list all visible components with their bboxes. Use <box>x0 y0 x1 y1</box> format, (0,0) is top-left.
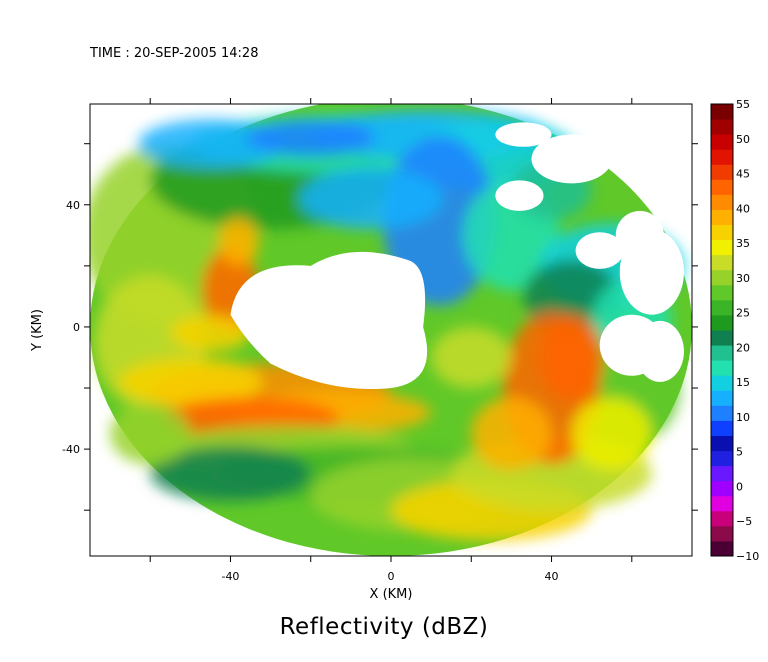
colorbar-label: 40 <box>736 202 750 215</box>
colorbar-swatch <box>711 390 733 406</box>
colorbar-swatch <box>711 269 733 286</box>
colorbar-swatch <box>711 375 733 391</box>
colorbar-swatch <box>711 224 733 241</box>
colorbar-swatch <box>711 345 733 361</box>
colorbar-label: 25 <box>736 307 750 320</box>
colorbar-swatch <box>711 104 733 120</box>
y-tick-label: 0 <box>73 321 80 334</box>
x-axis-label: X (KM) <box>370 587 413 602</box>
colorbar-swatch <box>711 510 733 527</box>
colorbar-swatch <box>711 495 733 512</box>
colorbar-label: 10 <box>736 411 750 424</box>
colorbar-swatch <box>711 299 733 316</box>
colorbar-swatch <box>711 164 733 180</box>
colorbar-swatch <box>711 330 733 346</box>
y-tick-label: 40 <box>66 199 80 212</box>
colorbar-swatch <box>711 465 733 482</box>
colorbar-swatch <box>711 119 733 135</box>
colorbar-label: 35 <box>736 237 750 250</box>
colorbar-swatch <box>711 540 733 557</box>
x-tick-label: 40 <box>545 570 559 583</box>
colorbar-swatch <box>711 525 733 542</box>
axis-ticks: -40 0 40 -40 0 40 <box>62 98 698 583</box>
y-tick-label: -40 <box>62 443 80 456</box>
colorbar-swatch <box>711 405 733 421</box>
no-echo-regions <box>230 122 684 390</box>
x-tick-label: -40 <box>221 570 239 583</box>
colorbar-swatch <box>711 480 733 497</box>
colorbar-label: 45 <box>736 168 750 181</box>
colorbar-swatch <box>711 209 733 226</box>
colorbar-label: −5 <box>736 515 752 528</box>
chart-title: Reflectivity (dBZ) <box>279 614 489 640</box>
x-tick-label: 0 <box>388 570 395 583</box>
time-label: TIME : 20-SEP-2005 14:28 <box>90 46 259 61</box>
colorbar-label: 5 <box>736 446 743 459</box>
colorbar-label: 20 <box>736 341 750 354</box>
colorbar-swatch <box>711 179 733 195</box>
colorbar-swatch <box>711 314 733 331</box>
reflectivity-field <box>90 104 692 556</box>
colorbar-swatch <box>711 254 733 271</box>
colorbar-frame <box>710 103 734 557</box>
colorbar-swatch <box>711 420 733 436</box>
colorbar-label: 50 <box>736 133 750 146</box>
field-blobs <box>90 110 684 541</box>
colorbar-label: 15 <box>736 376 750 389</box>
colorbar-swatch <box>711 450 733 467</box>
y-axis-label: Y (KM) <box>30 309 45 352</box>
colorbar-label: 55 <box>736 98 750 111</box>
colorbar-swatch <box>711 239 733 256</box>
colorbar-label: −10 <box>736 550 759 563</box>
colorbar-label: 30 <box>736 272 750 285</box>
colorbar-swatch <box>711 134 733 150</box>
colorbar-swatch <box>711 360 733 376</box>
colorbar-swatch <box>711 435 733 452</box>
colorbar-swatch <box>711 149 733 165</box>
colorbar-swatch <box>711 284 733 301</box>
colorbar-swatch <box>711 194 733 210</box>
colorbar-label: 0 <box>736 480 743 493</box>
